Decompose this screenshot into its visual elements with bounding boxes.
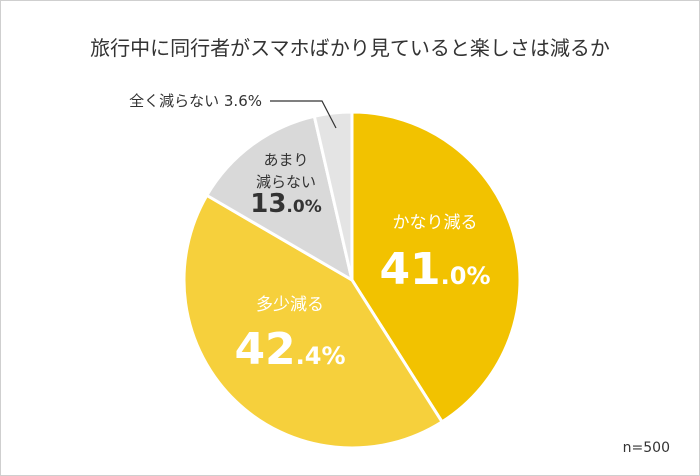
slice-label: 全く減らない 3.6% <box>129 92 262 110</box>
chart-title: 旅行中に同行者がスマホばかり見ていると楽しさは減るか <box>90 36 610 60</box>
pie-slice <box>312 110 354 281</box>
slice-label: あまり <box>263 151 308 169</box>
slice-value: 41.0% <box>379 244 490 295</box>
slice-value: 13.0% <box>250 189 322 219</box>
slice-label: かなり減る <box>393 213 478 233</box>
pie-slice <box>204 114 355 284</box>
slice-label: 多少減る <box>256 295 324 315</box>
sample-size-note: n=500 <box>622 440 670 456</box>
leader-line <box>270 100 337 129</box>
slice-value: 42.4% <box>234 324 345 375</box>
pie-slice <box>182 193 445 450</box>
slice-label: 減らない <box>256 173 316 191</box>
